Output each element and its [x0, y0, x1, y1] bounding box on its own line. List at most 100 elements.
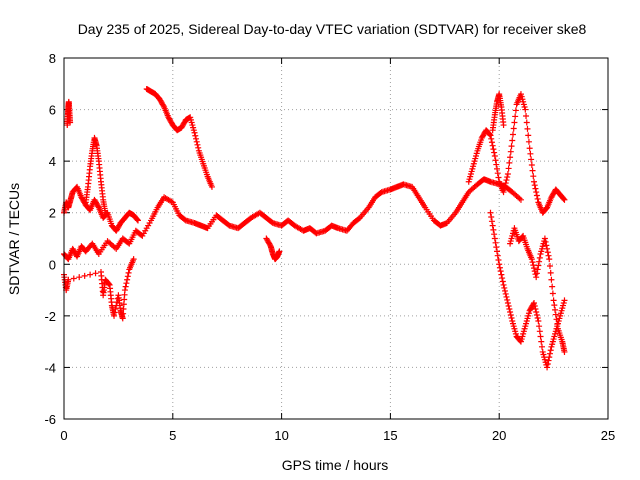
data-point-fill-late-lower: [507, 311, 514, 318]
data-point-fill-late-lower: [531, 302, 538, 309]
data-point-fill-dips-early: [111, 309, 118, 316]
data-point-fill-late-scatter: [531, 265, 538, 272]
data-point-fill-late-lower: [507, 308, 514, 315]
data-point-fill-late-lower: [538, 338, 545, 345]
data-point-fill-late-upper: [528, 162, 535, 169]
data-point-fill-late-upper: [534, 195, 541, 202]
data-point-fill-late-upper: [510, 125, 517, 132]
y-tick-label: 0: [49, 257, 56, 272]
data-point-fill-late-scatter: [551, 302, 558, 309]
data-point-fill-late-scatter: [544, 249, 551, 256]
data-point-fill-late-lower: [533, 308, 540, 315]
data-point-fill-late-scatter: [549, 290, 556, 297]
data-point-fill-late-lower: [496, 264, 503, 271]
data-point-fill-late-upper: [531, 182, 538, 189]
data-point-fill-late-lower: [537, 333, 544, 340]
data-point-fill-late-scatter: [529, 259, 536, 266]
data-point-fill-late-upper: [490, 146, 497, 153]
data-point-fill-dips-early: [125, 269, 132, 276]
data-point-fill-late-upper: [532, 185, 539, 192]
data-point-fill-dips-early: [112, 305, 119, 312]
data-point-fill-late-scatter: [554, 321, 561, 328]
data-point-fill-late-scatter: [553, 316, 560, 323]
data-point-spike-0p2: [67, 119, 74, 126]
y-tick-label: -4: [44, 360, 56, 375]
data-point-fill-late-lower: [490, 226, 497, 233]
data-point-late-lower: [491, 235, 498, 242]
data-point-fill-dips-early: [81, 272, 88, 279]
data-point-fill-late-lower: [503, 293, 510, 300]
data-point-dips-early: [111, 312, 118, 319]
data-point-fill-diagonal-4-7: [160, 102, 167, 109]
data-point-fill-late-upper: [502, 180, 509, 187]
data-point-fill-upper-early: [134, 216, 141, 223]
data-point-late-upper: [531, 178, 538, 185]
plot-frame: [63, 57, 609, 420]
data-point-fill-late-scatter: [547, 269, 554, 276]
data-point-fill-late-upper: [488, 139, 495, 146]
data-points: [61, 85, 568, 371]
data-point-fill-late-upper: [491, 149, 498, 156]
data-point-fill-late-upper: [527, 150, 534, 157]
data-point-fill-late-lower: [493, 244, 500, 251]
data-point-fill-late-lower: [488, 214, 495, 221]
data-point-fill-late-lower: [504, 296, 511, 303]
data-point-fill-late-scatter: [533, 270, 540, 277]
data-point-main-band: [517, 196, 524, 203]
data-point-fill-late-lower: [499, 278, 506, 285]
data-point-late-upper: [504, 171, 511, 178]
data-point-late-lower: [544, 364, 551, 371]
data-point-fill-late-upper: [530, 173, 537, 180]
chart-title: Day 235 of 2025, Sidereal Day-to-day VTE…: [78, 21, 587, 37]
data-point-fill-dips-early: [92, 270, 99, 277]
data-point-fill-late-lower: [501, 284, 508, 291]
data-point-fill-late-lower: [544, 360, 551, 367]
data-point-fill-late-upper: [494, 165, 501, 172]
data-point-fill-late-upper: [506, 159, 513, 166]
data-point-fill-late-upper: [528, 156, 535, 163]
data-point-late-scatter: [546, 256, 553, 263]
data-point-fill-diagonal-4-7: [193, 135, 200, 142]
data-point-late-lower: [496, 261, 503, 268]
data-point-fill-late-scatter: [536, 254, 543, 261]
data-point-upper-early: [134, 217, 141, 224]
data-point-fill-late-lower: [491, 231, 498, 238]
data-point-fill-dips-early: [124, 276, 131, 283]
y-tick-label: -2: [44, 309, 56, 324]
data-point-fill-dips-early: [124, 273, 131, 280]
data-point-fill-late-upper: [508, 143, 515, 150]
data-point-fill-late-upper: [560, 195, 567, 202]
data-point-fill-late-scatter: [535, 262, 542, 269]
data-point-fill-late-upper: [494, 170, 501, 177]
data-point-spike-1p3: [102, 209, 109, 216]
data-point-fill-late-lower: [536, 328, 543, 335]
data-point-late-upper: [491, 152, 498, 159]
data-point-late-scatter: [561, 348, 568, 355]
data-point-fill-late-lower: [489, 222, 496, 229]
grid: [64, 58, 608, 419]
data-point-fill-late-lower: [502, 287, 509, 294]
data-point-late-upper: [526, 145, 533, 152]
data-point-fill-late-upper: [488, 135, 495, 142]
data-point-fill-dips-early: [122, 283, 129, 290]
data-point-fill-late-scatter: [545, 252, 552, 259]
data-point-late-upper: [522, 106, 529, 113]
data-point-fill-late-scatter: [543, 242, 550, 249]
data-point-late-lower: [487, 209, 494, 216]
data-point-fill-dips-early: [76, 274, 83, 281]
x-tick-label: 25: [601, 428, 615, 443]
data-point-fill-late-lower: [494, 252, 501, 259]
data-point-late-lower: [561, 297, 568, 304]
data-point-fill-late-upper: [493, 161, 500, 168]
y-tick-label: 2: [49, 206, 56, 221]
data-point-fill-late-lower: [492, 239, 499, 246]
data-point-fill-late-upper: [509, 131, 516, 138]
y-tick-label: 6: [49, 103, 56, 118]
data-point-fill-diagonal-4-7: [194, 141, 201, 148]
data-point-fill-late-scatter: [552, 311, 559, 318]
data-point-fill-late-upper: [525, 132, 532, 139]
data-point-late-scatter: [550, 297, 557, 304]
data-point-fill-late-upper: [492, 157, 499, 164]
data-point-fill-late-lower: [494, 248, 501, 255]
y-tick-label: 8: [49, 51, 56, 66]
